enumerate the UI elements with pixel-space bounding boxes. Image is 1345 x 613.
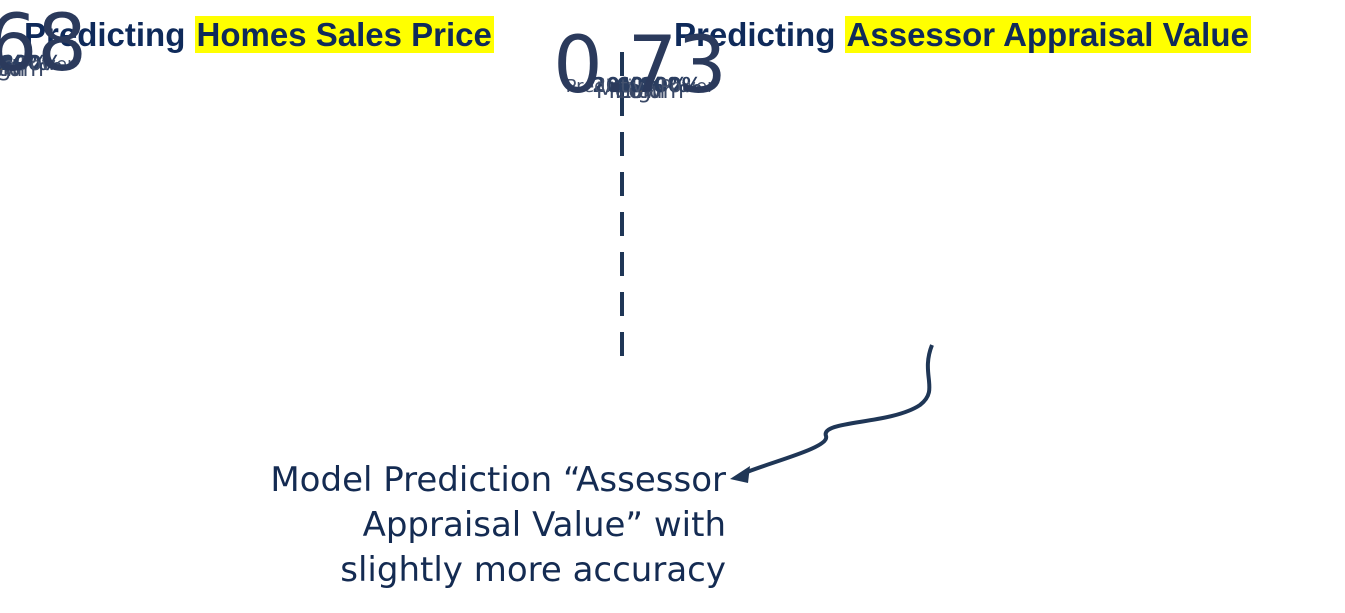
left-tick-label: 0: [0, 63, 3, 73]
right-band-label-medium: Medium: [596, 79, 684, 104]
left-percent-label: 60%: [0, 51, 24, 75]
left-gauge-title: Predictive Power: [0, 54, 75, 75]
right-tick-label: 0.8: [633, 85, 648, 95]
right-title: Predicting Assessor Appraisal Value: [674, 14, 1251, 56]
left-gauge-value: 0.68: [0, 0, 87, 89]
gauge-assessor-appraisal: LowMediumHigh00.20.8120%40%60%80%100%Pre…: [553, 21, 727, 111]
right-gauge-title: Predictive Power: [566, 76, 715, 97]
left-tick-label: 1: [0, 63, 3, 73]
left-title-highlight: Homes Sales Price: [194, 16, 494, 53]
right-tick-label: 1: [637, 85, 643, 95]
caption-line-2: Appraisal Value” with: [362, 505, 726, 545]
right-tick-label: 0: [637, 85, 643, 95]
right-percent-label: 100%: [640, 73, 702, 97]
right-title-highlight: Assessor Appraisal Value: [844, 16, 1251, 53]
right-title-prefix: Predicting: [674, 16, 845, 53]
right-percent-label: 80%: [640, 73, 688, 97]
right-band-label-high: High: [615, 79, 666, 104]
right-tick-label: 0.2: [633, 85, 647, 95]
left-tick-label: 0.2: [0, 63, 7, 73]
right-percent-label: 60%: [616, 73, 664, 97]
caption-line-3: slightly more accuracy: [340, 550, 726, 590]
right-gauge-value: 0.73: [553, 21, 727, 111]
left-band-label-medium: Medium: [0, 57, 44, 82]
left-percent-label: 40%: [0, 51, 24, 75]
caption-line-1: Model Prediction “Assessor: [270, 460, 726, 500]
right-band-label-low: Low: [618, 79, 661, 104]
left-band-label-high: High: [0, 57, 25, 82]
right-percent-label: 40%: [616, 73, 664, 97]
caption: Model Prediction “Assessor Appraisal Val…: [180, 458, 726, 593]
left-tick-label: 0.8: [0, 63, 7, 73]
left-percent-label: 80%: [0, 51, 48, 75]
left-title-prefix: Predicting: [24, 16, 195, 53]
left-band-label-low: Low: [0, 57, 22, 82]
left-percent-label: 100%: [0, 51, 62, 75]
right-percent-label: 20%: [592, 73, 640, 97]
left-title: Predicting Homes Sales Price: [24, 14, 494, 56]
gauge-home-sales-price: LowMediumHigh00.20.8120%40%60%80%100%Pre…: [0, 0, 87, 89]
dashed-divider: [620, 52, 624, 370]
